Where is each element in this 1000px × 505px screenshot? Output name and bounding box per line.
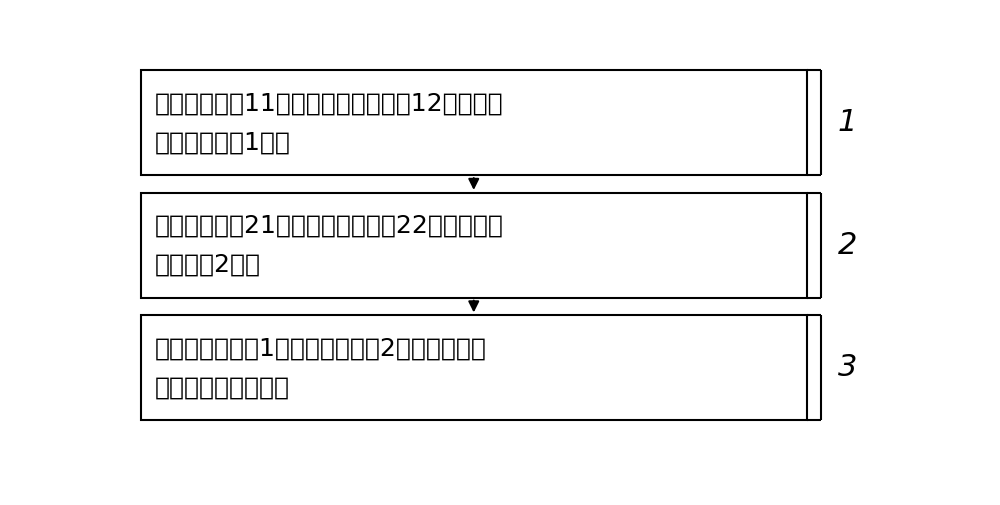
Bar <box>140 315 807 420</box>
Text: 2: 2 <box>838 231 857 260</box>
Text: 在第一基材（11）上形成量子点层（12），得到: 在第一基材（11）上形成量子点层（12），得到 <box>154 91 503 115</box>
Text: 1: 1 <box>838 108 857 137</box>
Text: 量子点膜片（1）；: 量子点膜片（1）； <box>154 130 290 154</box>
Text: 在第二基材（21）上形成偏光层（22），得到偏: 在第二基材（21）上形成偏光层（22），得到偏 <box>154 214 503 238</box>
Bar <box>140 193 807 298</box>
Bar <box>140 70 807 175</box>
Text: 3: 3 <box>838 354 857 382</box>
Text: 将量子点膜片（1）与偏光膜片（2）进行贴合，: 将量子点膜片（1）与偏光膜片（2）进行贴合， <box>154 336 486 361</box>
Text: 得到量子点偏光片。: 得到量子点偏光片。 <box>154 375 289 399</box>
Text: 光膜片（2）；: 光膜片（2）； <box>154 252 260 277</box>
